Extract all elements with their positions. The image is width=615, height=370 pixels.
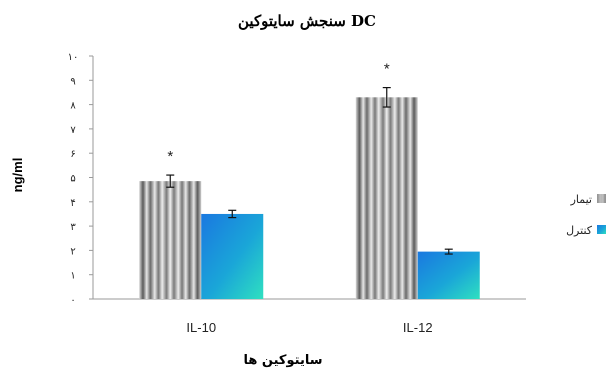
error-bars [166,86,453,255]
bar-il-12-series-2 [417,251,480,299]
significance-marker: * [384,61,390,78]
y-ticks: ۰ ۱ ۲ ۳ ۴ ۵ ۶ ۷ ۸ ۹ ۱۰ [68,52,93,306]
significance-marker: * [167,148,173,165]
bar-il-12-series-1 [355,97,418,299]
y-tick-label: ۸ [70,101,76,112]
legend-swatch [597,194,606,203]
bar-il-10-series-2 [201,213,264,299]
y-tick-label: ۱ [70,271,75,282]
y-tick-label: ۰ [70,295,75,306]
y-tick-label: ۵ [70,174,75,185]
legend-label: تیمار [570,193,592,206]
x-axis-label: سایتوکین ها [244,353,323,368]
y-tick-label: ۱۰ [68,52,79,63]
legend-label: کنترل [566,224,593,237]
legend-swatch [597,225,606,234]
y-tick-label: ۳ [70,222,76,233]
y-tick-label: ۹ [70,76,75,87]
chart-title: سنجش سایتوکین DC [238,12,376,30]
y-tick-label: ۴ [70,198,75,209]
y-tick-label: ۶ [70,149,75,160]
y-axis-label: ng/ml [10,158,25,193]
bar-il-10-series-1 [139,181,202,299]
category-label: IL-10 [186,320,216,335]
category-labels: IL-10 IL-12 [186,320,432,335]
annotations: ** [167,61,390,165]
y-tick-label: ۲ [70,246,75,257]
bars [139,97,480,299]
y-tick-label: ۷ [70,125,76,136]
category-label: IL-12 [403,320,433,335]
legend: تیمار کنترل [566,193,606,237]
